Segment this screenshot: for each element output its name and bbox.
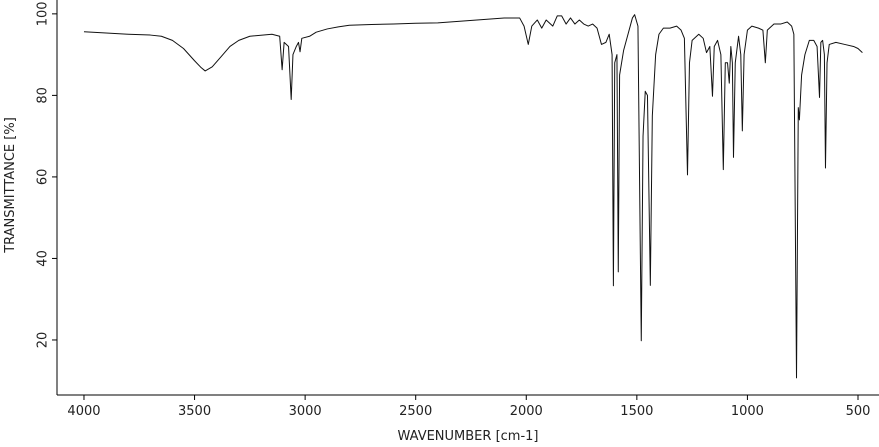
x-tick-label: 2500 — [399, 404, 432, 419]
y-axis-label: TRANSMITTANCE [%] — [3, 117, 18, 254]
y-tick-label: 80 — [36, 87, 51, 104]
x-axis-label: WAVENUMBER [cm-1] — [398, 429, 539, 444]
x-tick-label: 500 — [846, 404, 871, 419]
spectrum-line — [83, 14, 863, 379]
x-tick-label: 2000 — [510, 404, 543, 419]
x-tick-label: 3000 — [289, 404, 322, 419]
y-tick-label: 100 — [36, 1, 51, 26]
y-tick-label: 60 — [36, 169, 51, 186]
x-tick-label: 1000 — [731, 404, 764, 419]
x-tick-label: 3500 — [178, 404, 211, 419]
y-tick-label: 20 — [36, 332, 51, 349]
x-tick-label: 4000 — [67, 404, 100, 419]
y-tick-label: 40 — [36, 250, 51, 267]
x-tick-label: 1500 — [620, 404, 653, 419]
